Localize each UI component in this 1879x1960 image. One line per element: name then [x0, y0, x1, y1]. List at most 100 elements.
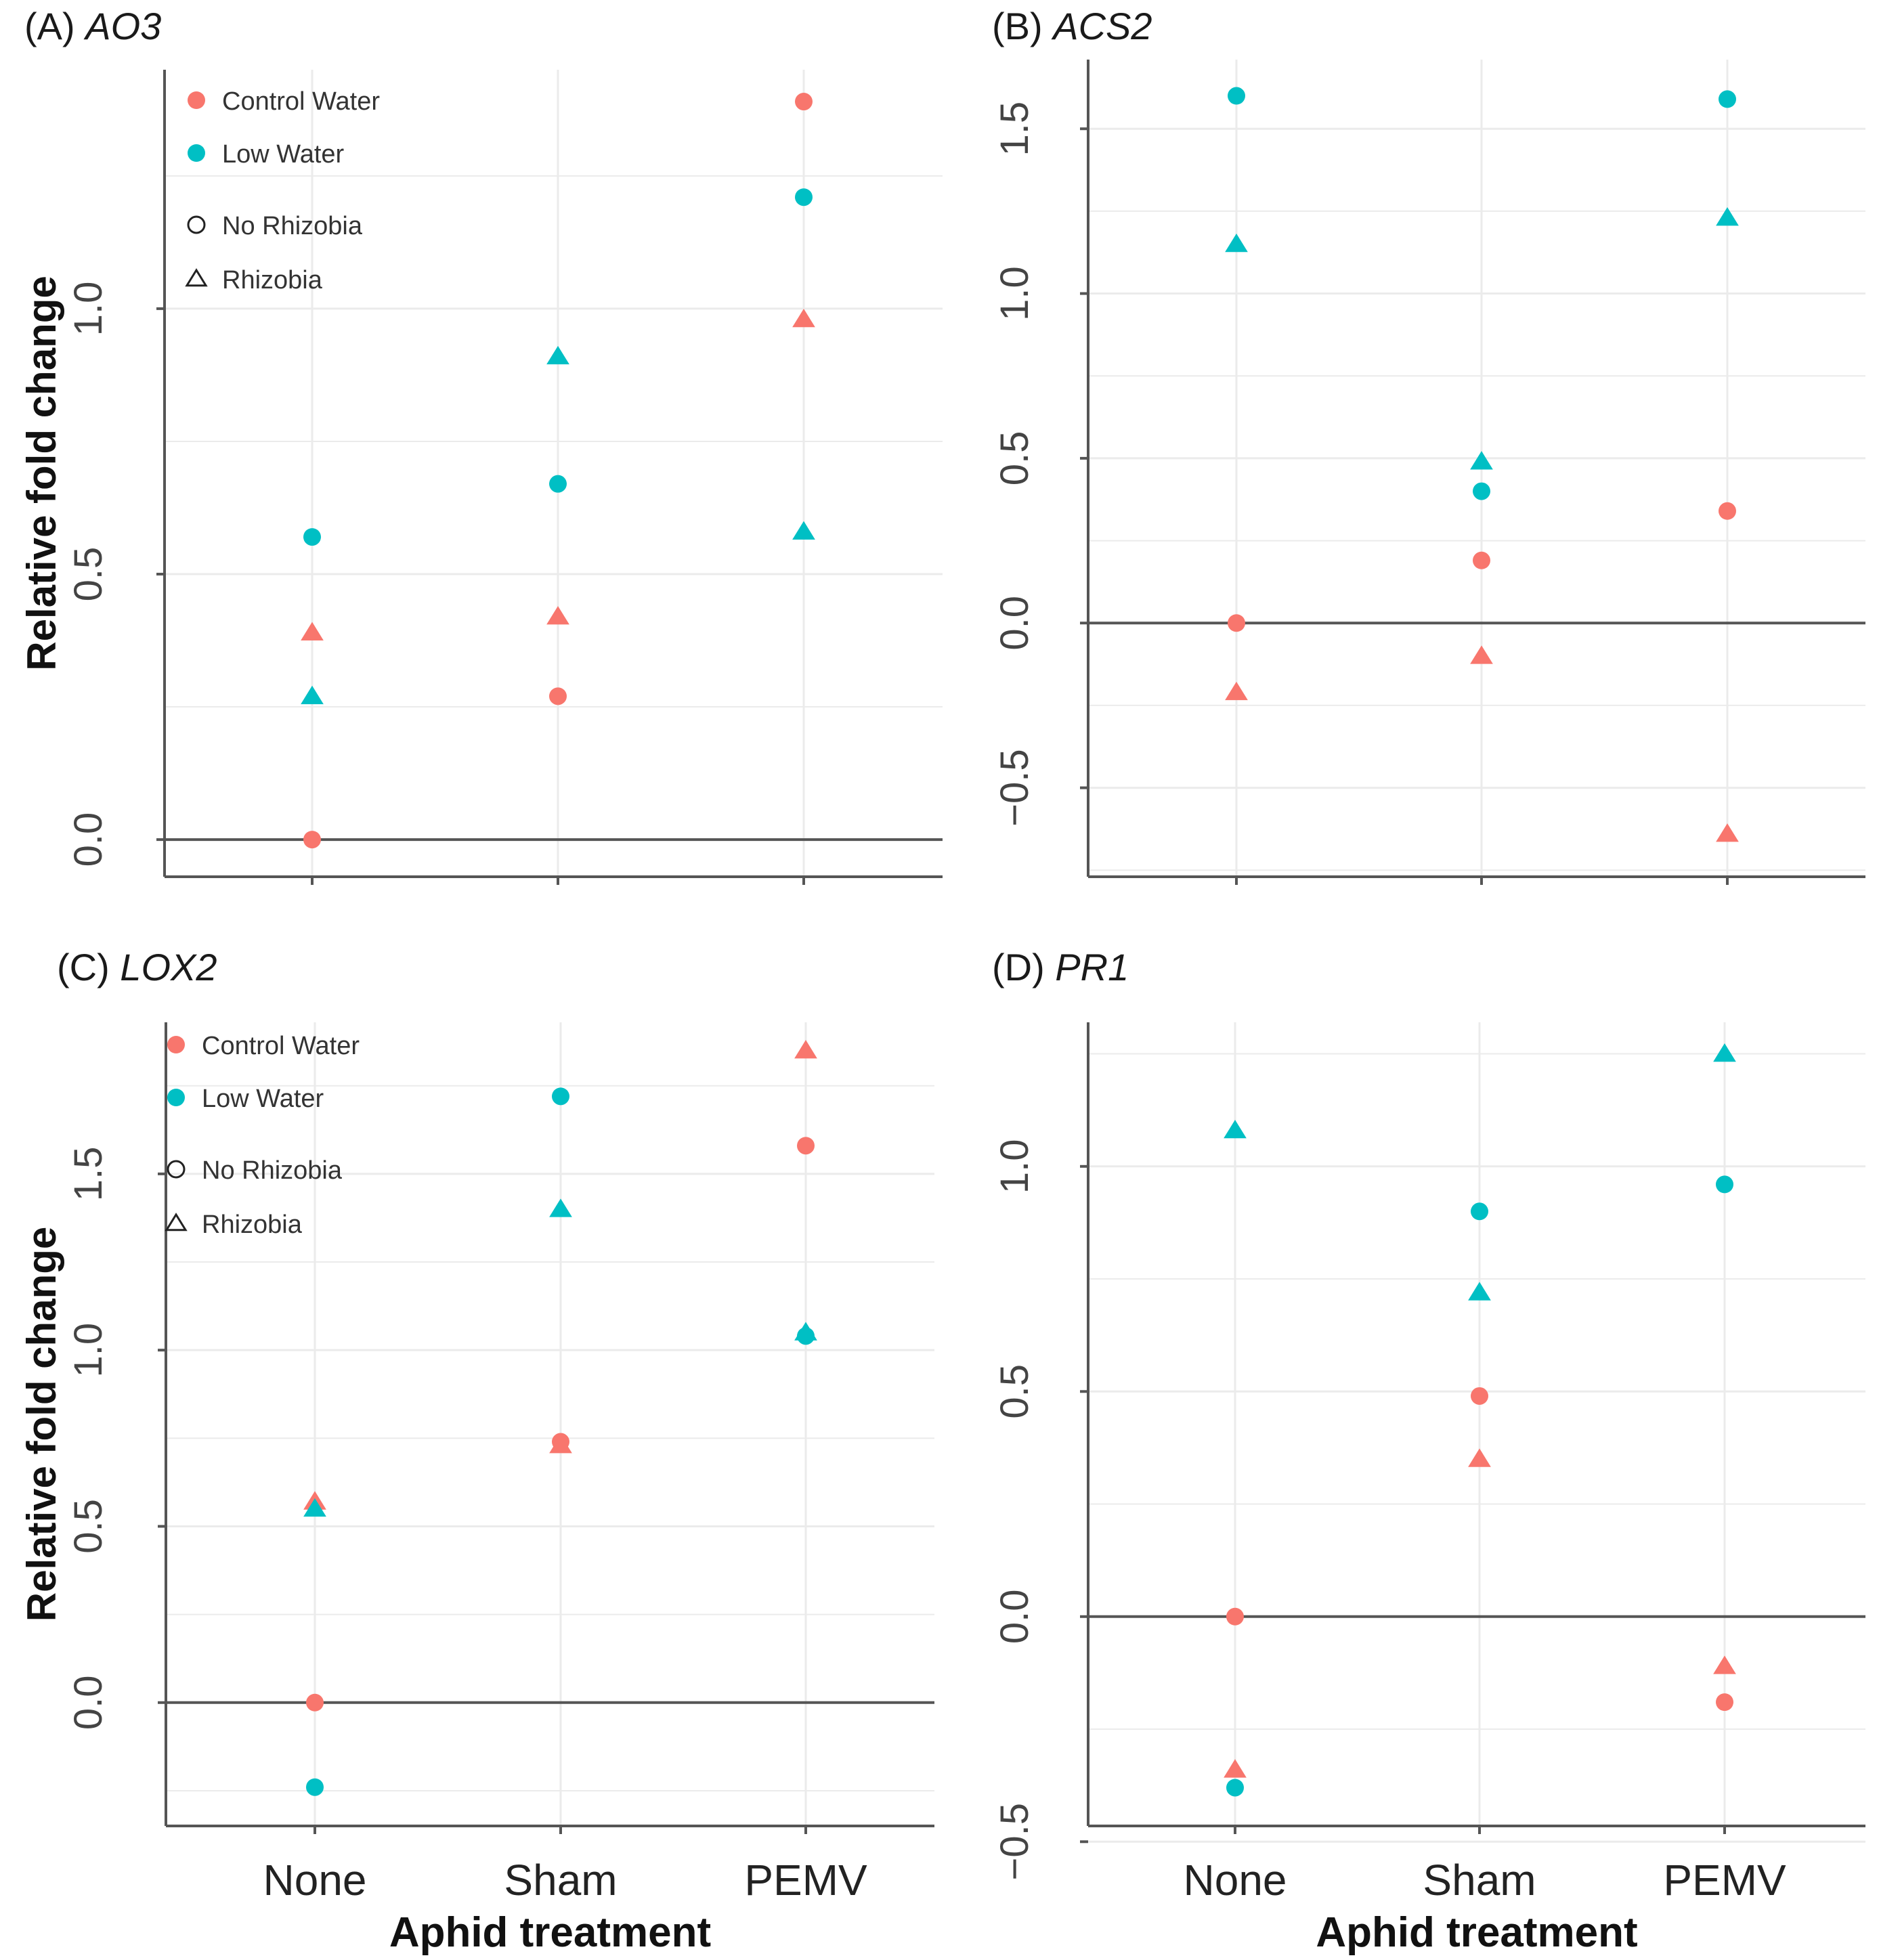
- panel-letter: (D): [992, 946, 1055, 988]
- y-tick-label: 0.0: [993, 596, 1037, 651]
- panel-a-ao3: 0.0 0.5 1.0 (A) AO3 Relative fold change Cont…: [19, 5, 943, 885]
- y-tick-label: 0.0: [66, 1675, 110, 1730]
- data-point: [549, 687, 567, 705]
- x-axis-label: Aphid treatment: [1316, 1909, 1637, 1956]
- gene-name: PR1: [1055, 946, 1129, 988]
- data-point: [1719, 502, 1736, 520]
- panel-title: (D) PR1: [992, 946, 1129, 988]
- legend-label-rhizobia: Rhizobia: [202, 1211, 303, 1239]
- y-tick-label: 0.5: [993, 1364, 1037, 1419]
- data-point: [1224, 1119, 1247, 1139]
- data-point: [1716, 1175, 1733, 1194]
- legend-key-low-water: [167, 1089, 185, 1106]
- data-point: [1471, 1387, 1488, 1405]
- data-point: [1716, 823, 1739, 842]
- data-point: [1228, 87, 1245, 105]
- gene-name: AO3: [83, 5, 161, 47]
- legend-key-rhizobia: [165, 1213, 188, 1232]
- data-point: [301, 622, 324, 640]
- x-tick-label: Sham: [1423, 1856, 1536, 1904]
- data-point: [303, 528, 321, 546]
- legend-key-no-rhizobia: [167, 1160, 186, 1179]
- x-tick-label: Sham: [504, 1856, 617, 1904]
- legend-label-control-water: Control Water: [202, 1032, 360, 1060]
- data-point: [1716, 207, 1739, 226]
- y-tick-label: 1.0: [66, 1323, 110, 1378]
- data-point: [306, 1693, 324, 1712]
- data-point: [549, 1198, 572, 1217]
- y-tick-label: −0.5: [993, 749, 1037, 827]
- data-point: [1224, 1759, 1247, 1778]
- data-point: [1716, 1693, 1733, 1712]
- y-tick-label: 0.5: [66, 1499, 110, 1554]
- panel-c-lox2: 0.0 0.5 1.0 1.5 (C) LOX2 Relative fold change…: [19, 946, 934, 1956]
- data-point: [552, 1087, 569, 1106]
- data-point: [1225, 681, 1248, 701]
- x-tick-label: None: [1184, 1856, 1287, 1904]
- legend-label-rhizobia: Rhizobia: [222, 266, 323, 295]
- panel-letter: (B): [992, 5, 1053, 47]
- y-axis-label: Relative fold change: [19, 1227, 64, 1621]
- y-tick-label: 0.5: [66, 547, 110, 602]
- legend-label-low-water: Low Water: [222, 140, 345, 169]
- data-point: [303, 1498, 326, 1517]
- data-point: [1468, 1282, 1491, 1301]
- data-point: [1470, 451, 1493, 470]
- y-tick-label: 0.5: [993, 431, 1037, 486]
- data-point: [1719, 90, 1736, 108]
- panel-title: (A) AO3: [24, 5, 161, 47]
- y-tick-label: 1.0: [993, 1139, 1037, 1194]
- panel-b-acs2: −0.5 0.0 0.5 1.0 1.5 (B) ACS2: [992, 5, 1865, 885]
- legend-key-control-water: [188, 91, 205, 109]
- data-point: [1713, 1043, 1736, 1062]
- data-point: [546, 606, 569, 625]
- x-tick-label: None: [263, 1856, 367, 1904]
- x-tick-label: PEMV: [744, 1856, 867, 1904]
- data-point: [1228, 614, 1245, 632]
- data-point: [1226, 1779, 1244, 1797]
- data-point: [795, 93, 813, 111]
- data-point: [303, 831, 321, 849]
- x-tick-label: PEMV: [1663, 1856, 1786, 1904]
- panel-title: (C) LOX2: [57, 946, 217, 988]
- legend-label-control-water: Control Water: [222, 87, 380, 116]
- y-tick-label: 1.5: [993, 102, 1037, 156]
- data-point: [1470, 645, 1493, 664]
- panel-d-pr1: −0.5 0.0 0.5 1.0 (D) PR1 None Sham PEMV Aphid tr…: [992, 946, 1865, 1956]
- data-point: [1713, 1655, 1736, 1674]
- data-point: [792, 521, 815, 540]
- y-tick-label: −0.5: [993, 1803, 1037, 1881]
- legend-key-no-rhizobia: [187, 215, 206, 234]
- panel-letter: (C): [57, 946, 120, 988]
- gene-name: ACS2: [1051, 5, 1152, 47]
- data-point: [546, 345, 569, 365]
- data-point: [301, 685, 324, 705]
- y-tick-label: 1.0: [993, 266, 1037, 321]
- data-point: [1473, 482, 1490, 500]
- legend-label-no-rhizobia: No Rhizobia: [202, 1156, 343, 1185]
- legend-label-low-water: Low Water: [202, 1085, 324, 1113]
- data-point: [795, 188, 813, 206]
- data-point: [549, 1435, 572, 1454]
- y-tick-label: 1.5: [66, 1147, 110, 1202]
- data-point: [1473, 551, 1490, 569]
- data-point: [1468, 1448, 1491, 1467]
- legend-key-rhizobia: [185, 268, 208, 287]
- data-point: [306, 1778, 324, 1796]
- data-point: [549, 475, 567, 493]
- panel-letter: (A): [24, 5, 85, 47]
- y-axis-label: Relative fold change: [19, 276, 64, 670]
- data-point: [794, 1040, 817, 1059]
- data-point: [1225, 233, 1248, 253]
- legend-label-no-rhizobia: No Rhizobia: [222, 212, 363, 240]
- y-tick-label: 1.0: [66, 282, 110, 336]
- data-point: [1226, 1607, 1244, 1626]
- data-point: [792, 308, 815, 328]
- panel-title: (B) ACS2: [992, 5, 1152, 47]
- data-point: [797, 1137, 815, 1155]
- data-point: [794, 1322, 817, 1341]
- y-tick-label: 0.0: [993, 1589, 1037, 1644]
- legend-key-low-water: [188, 144, 205, 162]
- gene-name: LOX2: [120, 946, 217, 988]
